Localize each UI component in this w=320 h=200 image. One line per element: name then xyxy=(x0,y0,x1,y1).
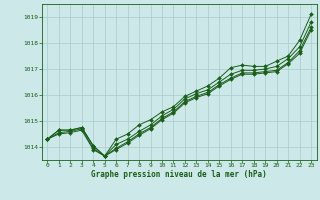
X-axis label: Graphe pression niveau de la mer (hPa): Graphe pression niveau de la mer (hPa) xyxy=(91,170,267,179)
